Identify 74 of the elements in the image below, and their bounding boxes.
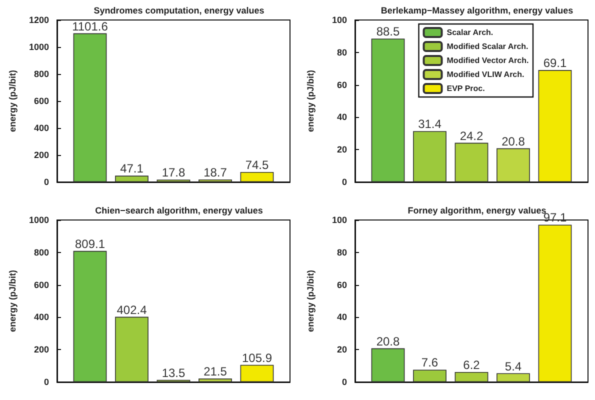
legend-label: Modified VLIW Arch. (446, 70, 524, 79)
data-label: 20.8 (502, 134, 526, 148)
y-tick-label: 1000 (28, 215, 49, 225)
y-tick-label: 60 (336, 80, 347, 90)
data-label: 69.1 (543, 56, 567, 70)
y-tick-label: 20 (336, 144, 347, 155)
bar (454, 142, 488, 182)
y-tick-label: 40 (336, 112, 347, 122)
bar (371, 348, 405, 382)
legend-label: Modified Scalar Arch. (446, 42, 528, 51)
y-tick-label: 100 (332, 215, 347, 225)
data-label: 88.5 (376, 24, 400, 39)
chart-title: Berlekamp−Massey algorithm, energy values (380, 6, 574, 16)
chart-title: Syndromes computation, energy values (94, 6, 264, 16)
y-tick-label: 1000 (28, 42, 49, 52)
data-label: 6.2 (463, 358, 480, 372)
data-label: 21.5 (204, 364, 228, 379)
y-tick-label: 200 (34, 344, 49, 355)
bar (413, 131, 446, 182)
y-tick-label: 0 (342, 177, 347, 187)
data-label: 31.4 (418, 117, 442, 132)
bar (73, 250, 107, 382)
bar (73, 33, 107, 182)
legend-label: Scalar Arch. (446, 28, 494, 37)
y-tick-label: 400 (34, 123, 49, 133)
legend-label: Modified Vector Arch. (446, 56, 529, 65)
bar (496, 373, 530, 382)
bar (240, 172, 274, 182)
y-axis-title: energy (pJ/bit) (306, 70, 316, 132)
bar (115, 316, 148, 382)
y-tick-label: 20 (336, 344, 347, 355)
y-axis-title: energy (pJ/bit) (306, 270, 316, 332)
y-axis-title: energy (pJ/bit) (8, 270, 18, 332)
data-label: 5.4 (504, 359, 522, 374)
y-tick-label: 0 (44, 377, 49, 387)
data-label: 17.8 (162, 166, 186, 180)
y-axis-title: energy (pJ/bit) (8, 70, 18, 132)
data-label: 105.9 (242, 350, 272, 365)
y-tick-label: 600 (34, 96, 49, 106)
data-label: 402.4 (116, 302, 148, 317)
y-tick-label: 400 (34, 312, 49, 322)
data-label: 18.7 (204, 165, 228, 180)
y-tick-label: 800 (34, 69, 49, 79)
legend-label: EVP Proc. (446, 84, 485, 93)
y-tick-label: 0 (342, 377, 347, 387)
y-tick-label: 60 (336, 280, 347, 290)
bar (538, 70, 572, 182)
y-tick-label: 80 (336, 247, 347, 258)
y-tick-label: 1200 (28, 15, 49, 25)
data-label: 74.5 (245, 158, 269, 172)
data-label: 1101.6 (72, 19, 108, 34)
chart-title: Chien−search algorithm, energy values (95, 206, 263, 216)
data-label: 20.8 (376, 334, 400, 348)
y-tick-label: 100 (332, 15, 347, 25)
data-label: 47.1 (120, 162, 144, 176)
chart-title: Forney algorithm, energy values (408, 206, 546, 216)
bar (496, 148, 530, 182)
bar (371, 38, 405, 182)
y-tick-label: 800 (34, 247, 49, 258)
data-label: 24.2 (460, 128, 484, 143)
y-tick-label: 40 (336, 312, 347, 322)
y-tick-label: 200 (34, 150, 49, 160)
bar (538, 224, 572, 382)
bar (115, 176, 148, 182)
bar (454, 372, 488, 382)
bar (240, 364, 274, 382)
y-tick-label: 600 (34, 280, 49, 290)
y-tick-label: 80 (336, 47, 347, 58)
data-label: 7.6 (421, 356, 438, 370)
bar (198, 378, 232, 382)
bar (413, 370, 446, 382)
y-tick-label: 0 (44, 177, 49, 187)
data-label: 809.1 (74, 236, 106, 251)
data-label: 13.5 (162, 366, 186, 380)
